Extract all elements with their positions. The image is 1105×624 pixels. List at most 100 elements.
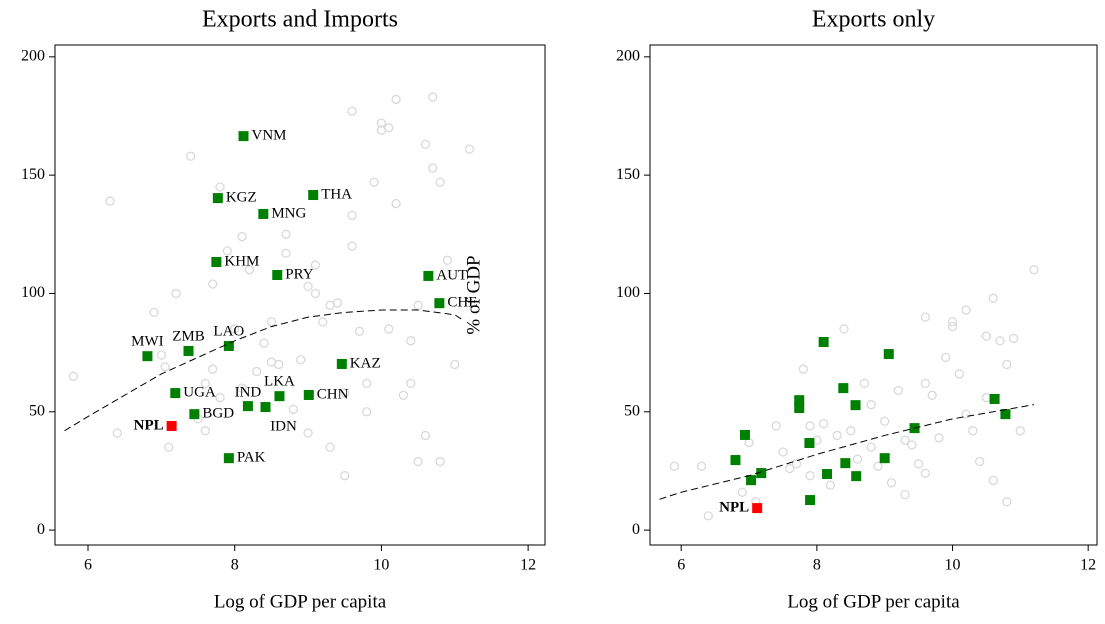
highlight-point: [223, 453, 234, 464]
point-label: KAZ: [350, 355, 381, 371]
point: [866, 442, 876, 452]
x-axis-label: Log of GDP per capita: [787, 591, 960, 612]
highlight-point: [212, 193, 223, 204]
point: [362, 407, 372, 417]
point: [406, 378, 416, 389]
point: [384, 123, 394, 133]
point: [941, 352, 951, 363]
highlight-point: [818, 336, 829, 347]
point: [934, 433, 944, 443]
chart-title: Exports only: [812, 7, 935, 33]
point: [852, 454, 863, 464]
point: [961, 305, 971, 315]
point: [325, 442, 335, 452]
point: [420, 139, 431, 150]
point: [947, 317, 958, 327]
point: [391, 198, 401, 209]
highlight-point: [756, 468, 767, 479]
point: [825, 480, 836, 490]
highlight-point: [840, 458, 851, 469]
highlight-point: [274, 391, 285, 402]
highlight-point: [805, 495, 816, 506]
point: [160, 362, 170, 372]
highlight-point: [238, 131, 249, 142]
point-label: LAO: [213, 323, 244, 339]
highlight-point: [838, 383, 849, 394]
highlight-point: [883, 349, 894, 360]
point: [413, 456, 423, 467]
point: [839, 324, 849, 334]
point: [1002, 359, 1012, 370]
point: [995, 336, 1005, 346]
point: [435, 177, 445, 187]
point: [785, 463, 795, 474]
highlight-point: [308, 190, 319, 201]
point: [259, 338, 269, 348]
point: [954, 369, 964, 379]
x-tick-label: 6: [84, 557, 92, 574]
highlight-point: [423, 270, 434, 281]
point: [669, 461, 680, 471]
point-label: KGZ: [226, 190, 257, 206]
point: [310, 260, 321, 270]
point: [112, 428, 123, 438]
point: [975, 456, 985, 467]
point: [900, 435, 910, 445]
point-label: ZMB: [172, 328, 205, 344]
point: [296, 355, 306, 365]
point: [369, 177, 379, 187]
point: [771, 421, 781, 431]
highlight-point: [303, 389, 314, 400]
point-label: IND: [235, 385, 262, 401]
point: [1008, 333, 1019, 344]
highlight-point: [434, 298, 445, 309]
highlight-point: [223, 340, 234, 351]
highlight-point: [260, 402, 271, 413]
point: [266, 317, 277, 327]
y-tick-label: 50: [624, 402, 640, 419]
point-label: VNM: [252, 128, 287, 144]
point: [1015, 426, 1026, 436]
highlight-point: [850, 400, 861, 411]
highlight-point: [336, 358, 347, 369]
point: [398, 390, 409, 400]
point: [318, 317, 328, 327]
point: [200, 378, 211, 389]
point: [920, 468, 931, 478]
point: [927, 390, 937, 400]
point: [186, 151, 196, 161]
x-tick-label: 8: [813, 557, 821, 574]
point: [428, 92, 438, 102]
point: [303, 281, 313, 292]
point: [913, 459, 924, 469]
point: [450, 359, 460, 370]
point: [798, 364, 808, 374]
point: [1002, 497, 1012, 507]
highlight-point: [242, 401, 253, 412]
highlight-point: [879, 453, 890, 464]
point: [791, 459, 802, 469]
x-tick-label: 8: [231, 557, 239, 574]
y-tick-label: 0: [632, 521, 640, 538]
x-axis-label: Log of GDP per capita: [214, 591, 387, 612]
x-tick-label: 12: [520, 557, 536, 574]
highlight-point: [730, 455, 741, 466]
point: [340, 471, 350, 481]
x-tick-label: 10: [945, 557, 961, 574]
point: [413, 300, 423, 310]
point: [237, 232, 247, 242]
point: [281, 248, 291, 258]
highlight-point: [170, 388, 181, 399]
point: [900, 489, 910, 500]
point: [442, 255, 453, 265]
point-label: PAK: [237, 450, 266, 466]
highlight-point: [739, 429, 750, 440]
point: [391, 94, 401, 105]
point: [428, 163, 438, 173]
point: [873, 461, 883, 471]
point: [880, 416, 890, 426]
point: [464, 144, 475, 154]
point-label: MWI: [131, 334, 164, 350]
point: [149, 307, 159, 318]
point: [420, 430, 431, 441]
